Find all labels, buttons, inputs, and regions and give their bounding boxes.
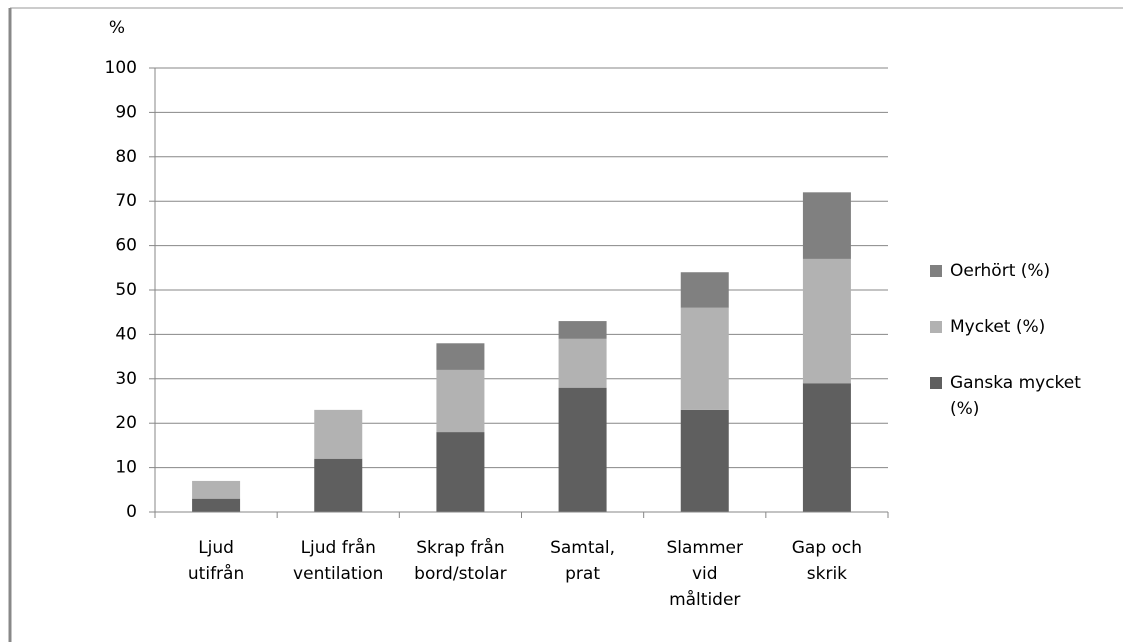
legend-swatch xyxy=(930,265,942,277)
bar-segment xyxy=(192,498,241,512)
legend-label: Ganska mycket (%) xyxy=(950,373,1081,419)
legend-label: Mycket (%) xyxy=(950,317,1046,337)
bar-segment xyxy=(802,258,851,384)
y-tick-label: 90 xyxy=(115,102,137,122)
bar-segment xyxy=(680,272,729,308)
bar-segment xyxy=(558,387,607,512)
y-tick-label: 80 xyxy=(115,147,137,167)
x-tick-label: Gap och skrik xyxy=(791,538,863,584)
bar-segment xyxy=(802,383,851,512)
y-tick-label: 70 xyxy=(115,191,137,211)
y-tick-label: 40 xyxy=(115,324,137,344)
bar-segment xyxy=(680,307,729,410)
y-tick-label: 60 xyxy=(115,236,137,256)
y-tick-label: 30 xyxy=(115,369,137,389)
bar-segment xyxy=(558,321,607,339)
bar-segment xyxy=(314,458,363,512)
x-tick-label: Ljud från ventilation xyxy=(293,538,384,584)
y-axis-title: % xyxy=(109,18,125,38)
bar-segment xyxy=(314,409,363,459)
bar-segment xyxy=(436,369,485,433)
bar-segment xyxy=(802,192,851,259)
x-tick-label: Ljud utifrån xyxy=(187,538,245,584)
y-tick-label: 100 xyxy=(105,58,137,78)
legend-label: Oerhört (%) xyxy=(950,261,1051,281)
bar-segment xyxy=(436,432,485,512)
bar-segment xyxy=(436,343,485,370)
x-tick-label: Skrap från bord/stolar xyxy=(414,538,507,584)
y-tick-label: 10 xyxy=(115,458,137,478)
bar-segment xyxy=(680,409,729,512)
x-tick-label: Samtal, prat xyxy=(550,538,616,584)
legend-swatch xyxy=(930,377,942,389)
legend-swatch xyxy=(930,321,942,333)
bar-segment xyxy=(558,338,607,388)
y-tick-label: 50 xyxy=(115,280,137,300)
x-tick-label: Slammer vid måltider xyxy=(666,538,744,610)
y-tick-label: 20 xyxy=(115,413,137,433)
y-tick-label: 0 xyxy=(126,502,137,522)
bar-segment xyxy=(192,480,241,499)
